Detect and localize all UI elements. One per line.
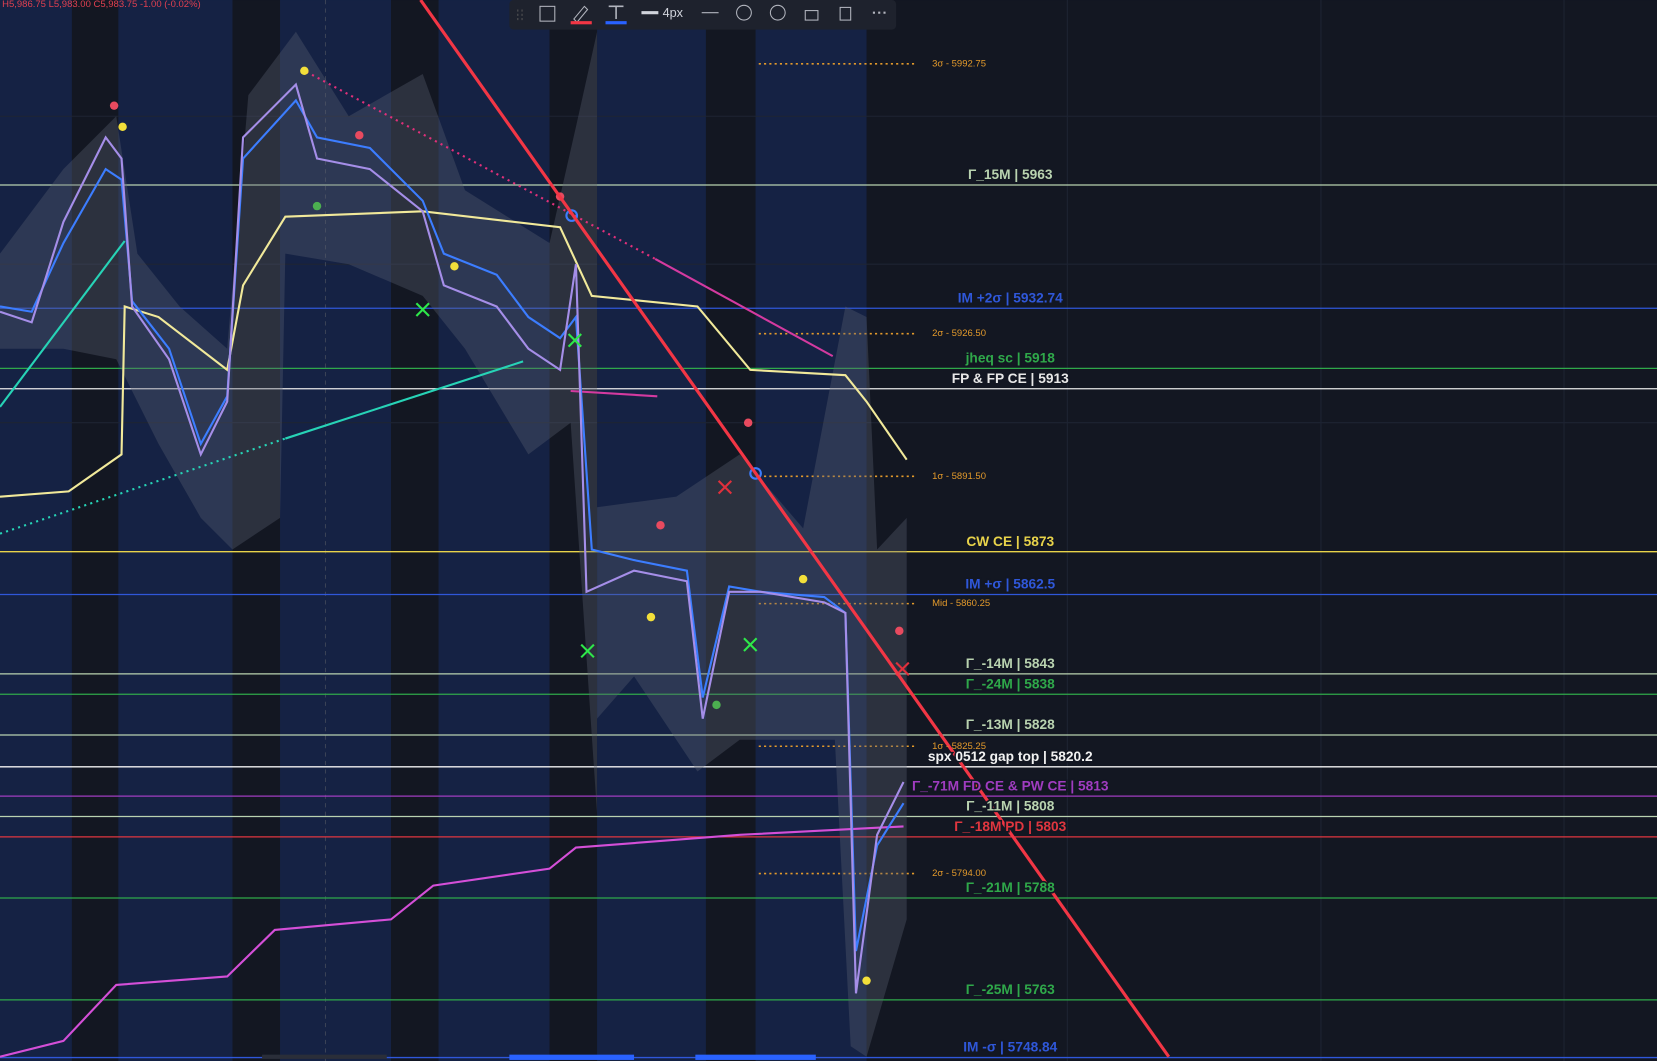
level-label: IM +σ | 5862.5	[965, 577, 1055, 592]
levels	[0, 62, 1657, 1059]
template-button[interactable]	[539, 5, 556, 22]
buy-marker	[646, 612, 656, 622]
level-label: CW CE | 5873	[966, 534, 1054, 549]
level-label: Γ_-14M | 5843	[966, 656, 1055, 671]
trend-line	[284, 360, 524, 440]
sigma-level-label: 1σ - 5891.50	[932, 471, 986, 482]
session-band	[280, 0, 392, 1061]
cross-marker	[415, 302, 758, 659]
session-band	[118, 0, 233, 1061]
ohlc-legend: H5,986.75 L5,983.00 C5,983.75 -1.00 (-0.…	[2, 0, 201, 10]
lock-button[interactable]	[804, 10, 819, 21]
trend-line	[0, 240, 126, 408]
sigma-level-label: Mid - 5860.25	[932, 598, 990, 609]
cross-marker	[717, 480, 910, 677]
session-band	[755, 0, 867, 1061]
buy-marker	[862, 976, 871, 985]
session-bands	[0, 0, 867, 1061]
level-label: Γ_15M | 5963	[968, 167, 1053, 182]
buy-marker	[450, 262, 459, 271]
drawing-toolbar: 4px	[509, 0, 897, 30]
level-label: FP & FP CE | 5913	[952, 371, 1069, 386]
trend-line	[570, 389, 658, 398]
alert-button[interactable]	[769, 4, 786, 21]
price-line	[0, 82, 905, 994]
trend-line	[654, 257, 834, 358]
level-labels: 3σ - 5992.75 Γ_15M | 5963 IM +2σ | 5932.74…	[910, 58, 1110, 1056]
sigma-level-label: 3σ - 5992.75	[932, 58, 986, 69]
sell-marker	[355, 131, 364, 140]
vwap-line	[0, 210, 908, 498]
level-label: IM +2σ | 5932.74	[958, 290, 1063, 305]
anchored-vwap	[0, 825, 904, 1058]
anchor-point[interactable]	[565, 209, 579, 222]
scroll-segment[interactable]	[695, 1054, 816, 1060]
buy-marker	[798, 574, 808, 584]
session-band	[0, 0, 72, 1061]
buy-marker	[712, 700, 721, 710]
drawn-trend-line[interactable]	[419, 0, 1171, 1058]
settings-button[interactable]	[736, 4, 752, 21]
toolbar-bg	[509, 0, 897, 30]
level-label: Γ_-24M | 5838	[966, 676, 1055, 691]
level-label: Γ_-21M | 5788	[966, 880, 1055, 895]
scrollbar	[262, 1054, 816, 1060]
level-label: IM -σ | 5748.84	[963, 1040, 1057, 1055]
bollinger-cloud	[0, 31, 907, 1057]
sigma-level-label: 2σ - 5794.00	[932, 868, 986, 879]
buy-marker	[300, 66, 309, 76]
band-area	[597, 306, 907, 1057]
level-label: Γ_-71M FD CE & PW CE | 5813	[912, 778, 1109, 793]
session-band	[597, 0, 706, 1061]
level-label: Γ_-25M | 5763	[966, 982, 1055, 997]
sigma-level-label: 1σ - 5825.25	[932, 741, 986, 752]
scroll-segment[interactable]	[509, 1054, 635, 1060]
sell-marker	[656, 520, 665, 530]
level-label: Γ_-13M | 5828	[966, 717, 1055, 732]
delete-button[interactable]	[839, 6, 852, 21]
text-color-button[interactable]	[608, 5, 624, 20]
band-area	[0, 31, 598, 814]
line-color-swatch	[570, 21, 592, 25]
level-label: Γ_-18M PD | 5803	[954, 819, 1066, 834]
sigma-level-label: 2σ - 5926.50	[932, 328, 986, 339]
sell-marker	[743, 418, 753, 427]
sell-marker	[109, 101, 119, 110]
level-label: Γ_-11M | 5808	[966, 799, 1055, 814]
buy-marker	[312, 201, 322, 211]
text-color-swatch	[605, 21, 627, 25]
level-label: jheq sc | 5918	[965, 350, 1056, 365]
line-width-label: 4px	[663, 6, 684, 20]
session-band	[438, 0, 550, 1061]
trend-line	[305, 70, 656, 260]
buy-marker	[118, 122, 127, 132]
sell-marker	[895, 626, 904, 636]
drag-handle[interactable]	[517, 9, 523, 21]
level-label: spx 0512 gap top | 5820.2	[928, 749, 1093, 764]
anchor-point[interactable]	[749, 467, 762, 480]
scroll-segment[interactable]	[262, 1054, 387, 1059]
